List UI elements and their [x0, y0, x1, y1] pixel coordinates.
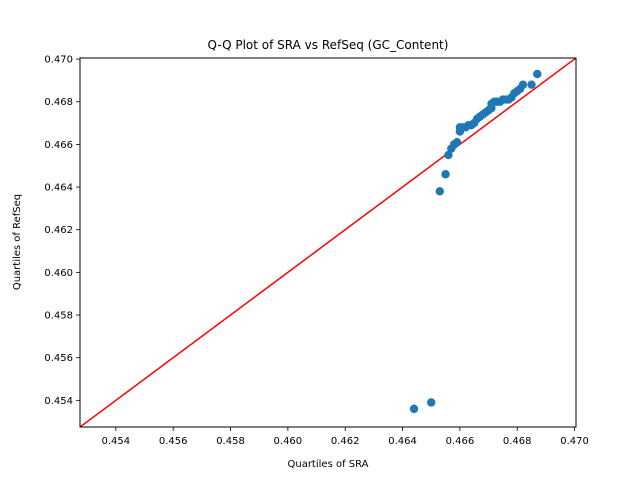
x-tick-label: 0.470: [560, 436, 589, 447]
y-tick-label: 0.462: [44, 225, 73, 236]
y-tick-label: 0.464: [44, 183, 73, 194]
data-point: [409, 404, 419, 414]
x-tick-label: 0.468: [503, 436, 532, 447]
y-tick-label: 0.458: [44, 311, 73, 322]
data-point: [518, 80, 528, 89]
x-tick-label: 0.464: [388, 436, 417, 447]
y-tick-label: 0.460: [44, 268, 73, 279]
chart-title: Q-Q Plot of SRA vs RefSeq (GC_Content): [208, 38, 449, 52]
x-axis-label: Quartiles of SRA: [287, 459, 368, 470]
data-point: [427, 398, 436, 407]
data-point: [527, 80, 536, 89]
data-point: [435, 187, 445, 196]
data-point: [441, 170, 450, 179]
y-tick-label: 0.454: [44, 396, 73, 407]
y-tick-label: 0.468: [44, 97, 73, 108]
data-point: [452, 138, 462, 147]
y-tick-label: 0.470: [44, 55, 73, 66]
data-point: [444, 150, 453, 160]
data-point: [533, 69, 542, 79]
x-tick-label: 0.456: [159, 436, 188, 447]
x-tick-label: 0.454: [102, 436, 131, 447]
reference-line: [80, 58, 576, 427]
plot-area: 0.454 0.456 0.458 0.460 0.462 0.464 0.466 0.468…: [44, 55, 589, 447]
x-tick-label: 0.466: [446, 436, 475, 447]
plot-frame: [79, 57, 577, 428]
x-tick-label: 0.462: [331, 436, 360, 447]
y-axis-label: Quartiles of RefSeq: [12, 194, 23, 290]
x-tick-label: 0.458: [216, 436, 245, 447]
y-tick-label: 0.466: [44, 140, 73, 151]
x-tick-label: 0.460: [274, 436, 303, 447]
y-tick-label: 0.456: [44, 353, 73, 364]
